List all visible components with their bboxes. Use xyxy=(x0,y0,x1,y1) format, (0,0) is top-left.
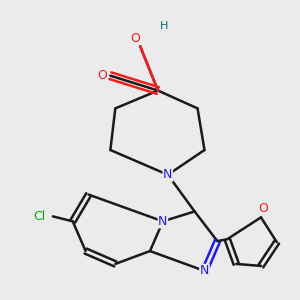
Text: O: O xyxy=(98,69,107,82)
Text: Cl: Cl xyxy=(33,210,45,223)
Text: N: N xyxy=(158,215,168,228)
Text: N: N xyxy=(163,168,172,181)
Text: H: H xyxy=(160,21,168,31)
Text: N: N xyxy=(200,264,209,278)
Text: O: O xyxy=(258,202,268,215)
Text: O: O xyxy=(130,32,140,44)
